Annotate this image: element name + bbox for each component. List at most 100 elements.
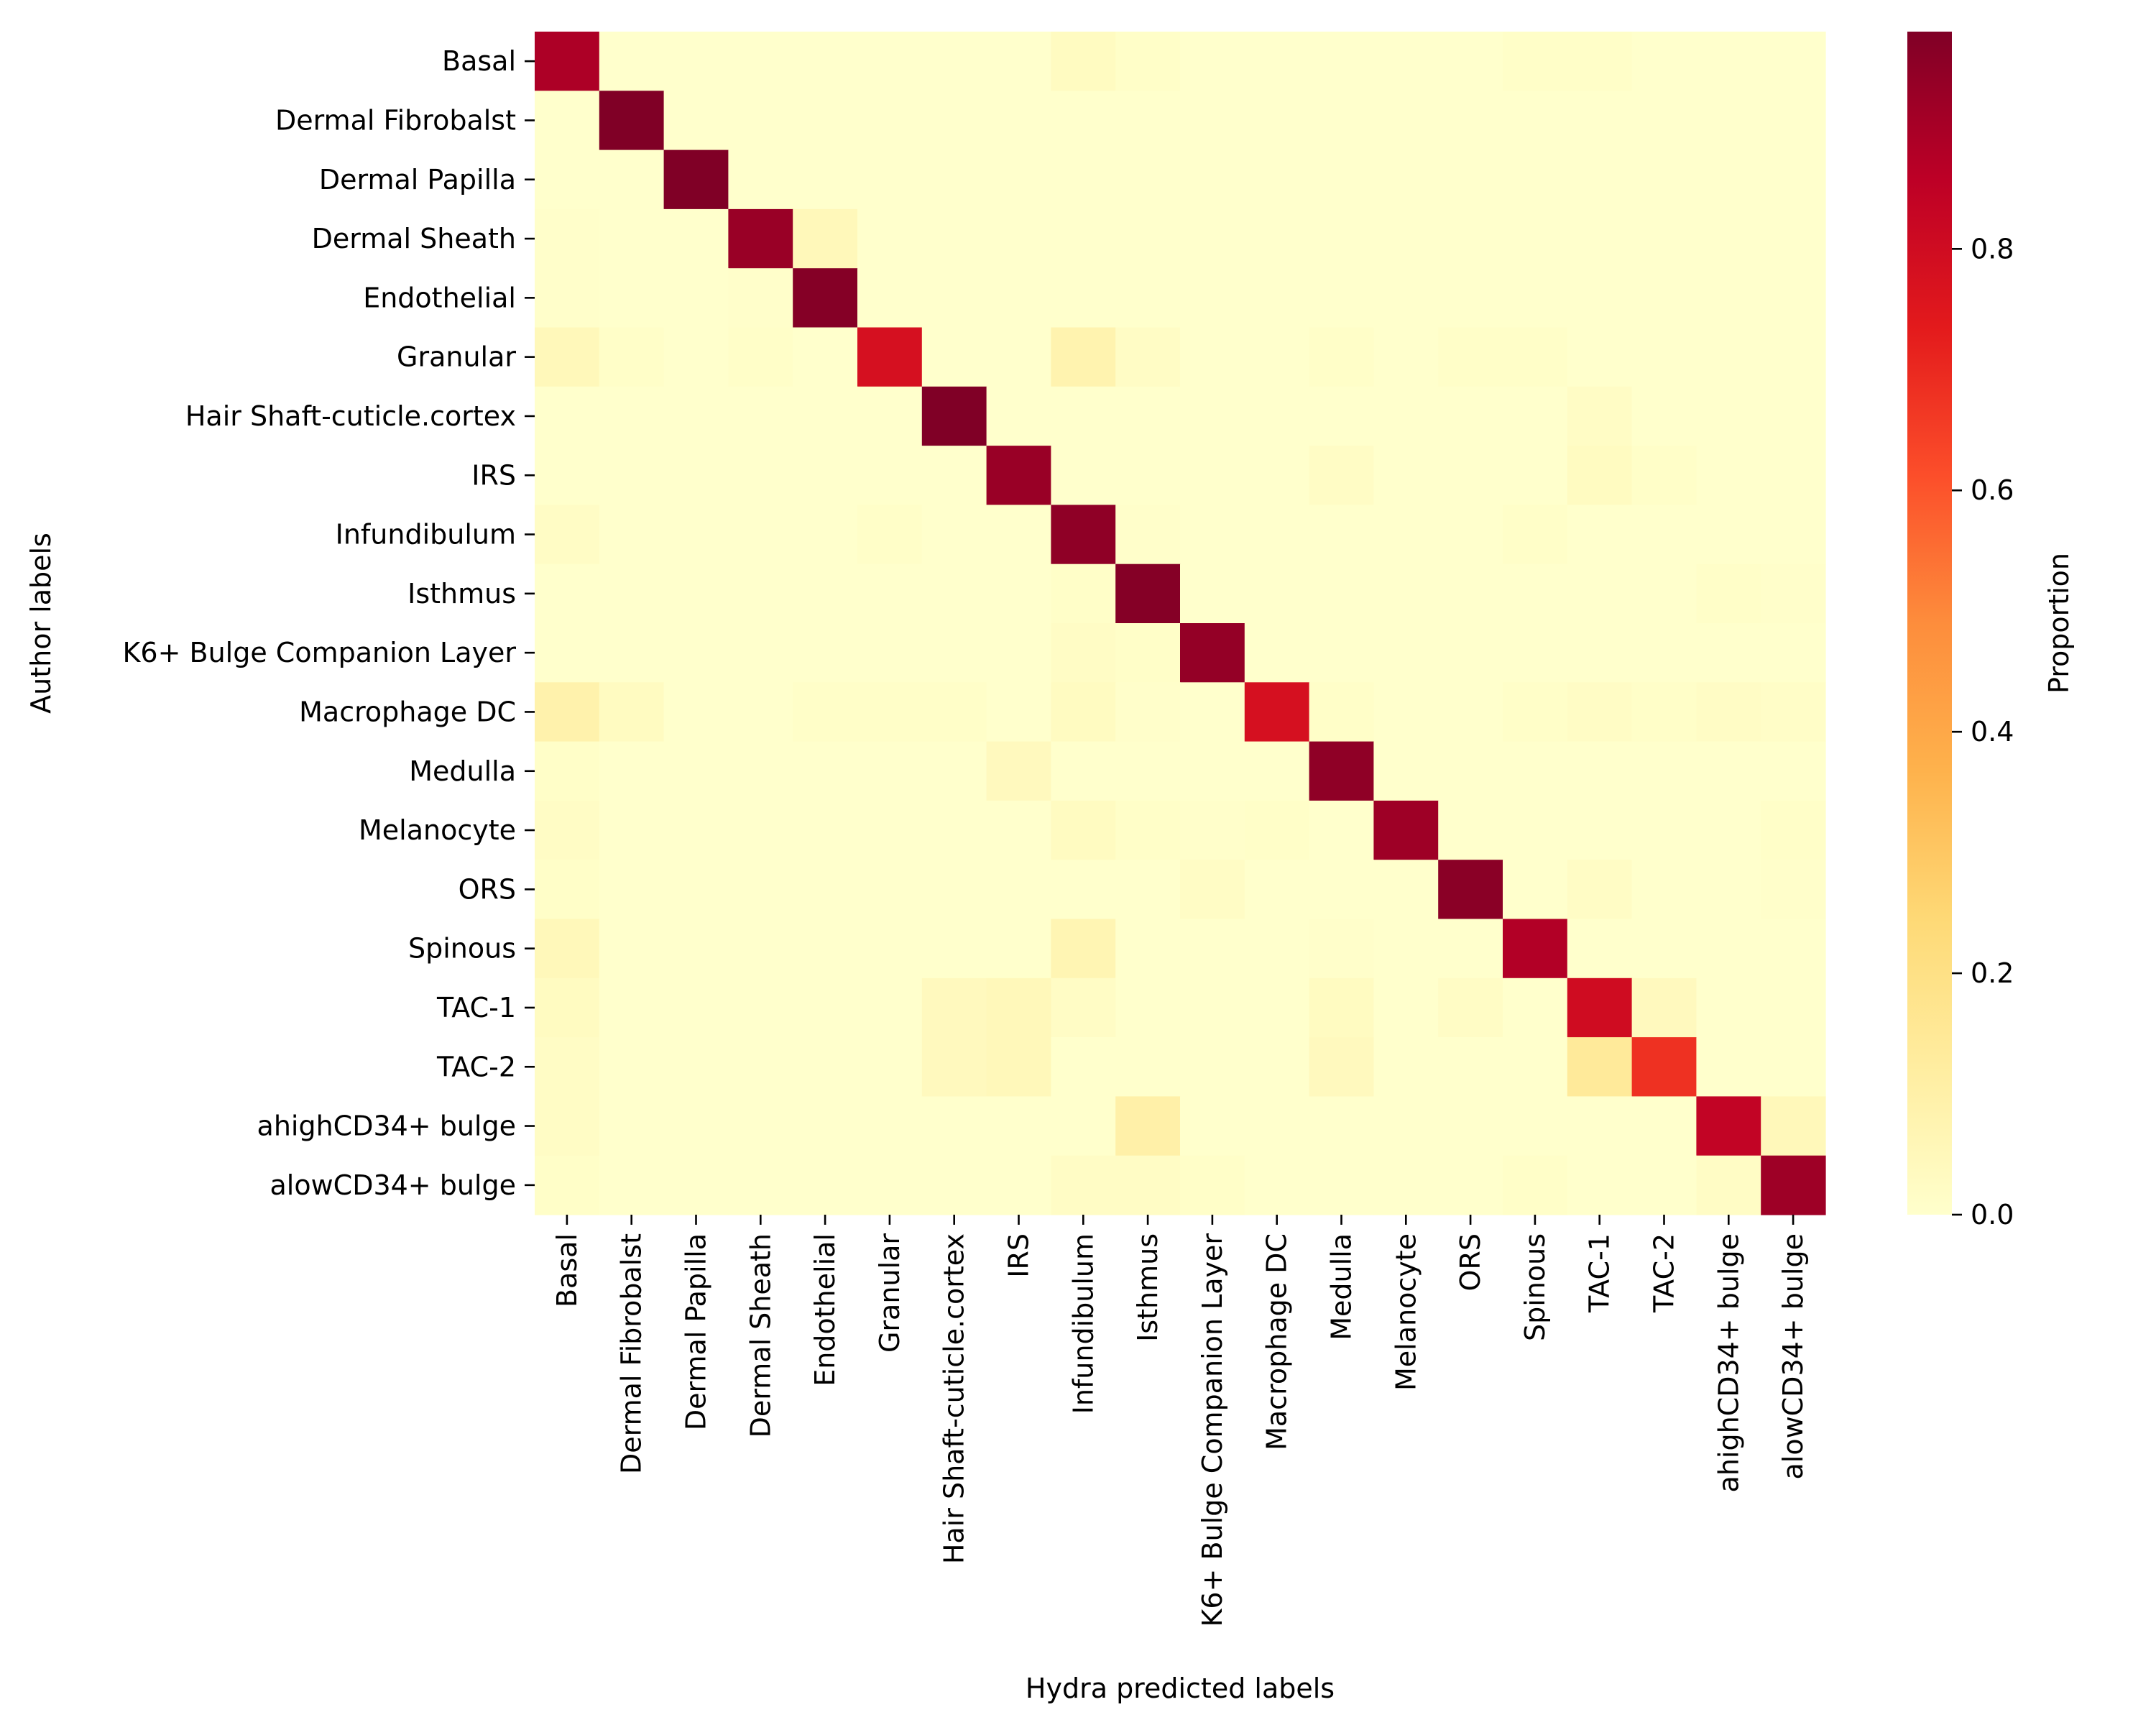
heatmap-cell [1438, 741, 1503, 801]
heatmap-cell [535, 327, 600, 387]
heatmap-cell [1696, 446, 1761, 505]
heatmap-cell [1180, 446, 1245, 505]
heatmap-cell [1051, 505, 1116, 565]
heatmap-cell [1373, 860, 1439, 920]
heatmap-cell [986, 860, 1051, 920]
heatmap-cell [1051, 682, 1116, 742]
colorbar-title: Proportion [2043, 553, 2075, 694]
heatmap-cell [663, 919, 729, 979]
heatmap-cell [1309, 682, 1374, 742]
y-tick-label-irs: IRS [471, 459, 516, 491]
heatmap-cell [1503, 268, 1568, 328]
heatmap-cell [1503, 1096, 1568, 1156]
heatmap-cell [1373, 505, 1439, 565]
heatmap-cell [986, 1096, 1051, 1156]
heatmap-cell [535, 741, 600, 801]
heatmap-cell [1180, 1037, 1245, 1097]
heatmap-cell [921, 860, 987, 920]
heatmap-cell [1115, 860, 1181, 920]
heatmap-cell [728, 800, 793, 860]
heatmap-cell [535, 919, 600, 979]
heatmap-cell [1631, 150, 1697, 210]
heatmap-cell [663, 978, 729, 1038]
x-tick-label-infundibulum: Infundibulum [1067, 1233, 1099, 1414]
heatmap-cell [599, 1037, 665, 1097]
heatmap-cell [1631, 32, 1697, 91]
heatmap-cell [1051, 32, 1116, 91]
heatmap-cell [535, 800, 600, 860]
heatmap-cell [986, 1155, 1051, 1215]
y-tick-label-infundibulum: Infundibulum [336, 519, 516, 551]
y-tick-label-tac-2: TAC-2 [436, 1051, 516, 1082]
y-tick-label-ahighcd34-bulge: ahighCD34+ bulge [257, 1110, 516, 1142]
heatmap-cell [1438, 32, 1503, 91]
heatmap-cell [793, 327, 858, 387]
heatmap-cell [663, 91, 729, 151]
heatmap-cell [663, 268, 729, 328]
colorbar-tick-label: 0.2 [1971, 957, 2014, 989]
heatmap-cell [535, 1037, 600, 1097]
heatmap-cell [535, 682, 600, 742]
heatmap-cell [1696, 623, 1761, 683]
heatmap-cell [1244, 741, 1310, 801]
heatmap-cell [857, 919, 923, 979]
heatmap-cell [1180, 682, 1245, 742]
heatmap-cell [1373, 1037, 1439, 1097]
heatmap-cell [1115, 268, 1181, 328]
heatmap-cell [986, 741, 1051, 801]
heatmap-cell [921, 623, 987, 683]
heatmap-cell [1309, 800, 1374, 860]
heatmap-cell [1115, 1037, 1181, 1097]
heatmap-cell [1761, 1096, 1826, 1156]
heatmap-cell [1438, 386, 1503, 446]
y-tick-label-endothelial: Endothelial [363, 282, 516, 313]
heatmap-cell [1438, 1155, 1503, 1215]
heatmap-cell [1438, 919, 1503, 979]
heatmap-cell [1051, 1037, 1116, 1097]
heatmap-cell [1180, 1155, 1245, 1215]
heatmap-cell [1309, 1155, 1374, 1215]
heatmap-cell [728, 268, 793, 328]
x-axis-title: Hydra predicted labels [1026, 1673, 1335, 1704]
heatmap-cell [1373, 919, 1439, 979]
heatmap-cell [1309, 1037, 1374, 1097]
heatmap-cell [1309, 32, 1374, 91]
heatmap-cell [663, 386, 729, 446]
heatmap-cell [1438, 860, 1503, 920]
heatmap-cell [921, 91, 987, 151]
heatmap-cell [1180, 623, 1245, 683]
heatmap-cell [1244, 1155, 1310, 1215]
y-axis-tick-labels: Basal Dermal Fibrobalst Dermal Papilla Derm… [122, 45, 535, 1201]
heatmap-cell [921, 1037, 987, 1097]
heatmap-cell [1696, 978, 1761, 1038]
heatmap-cell [1309, 91, 1374, 151]
heatmap-cell [1696, 564, 1761, 624]
heatmap-cell [1051, 741, 1116, 801]
heatmap-cell [921, 268, 987, 328]
heatmap-cell [728, 564, 793, 624]
heatmap-cell [1180, 800, 1245, 860]
heatmap-cell [1051, 1096, 1116, 1156]
heatmap-cell [1438, 446, 1503, 505]
heatmap-cell [793, 446, 858, 505]
y-tick-label-dermal-fibrobalst: Dermal Fibrobalst [275, 104, 516, 136]
heatmap-cell [1373, 327, 1439, 387]
heatmap-cell [728, 386, 793, 446]
heatmap-cell [1373, 800, 1439, 860]
y-tick-label-ors: ORS [459, 873, 516, 905]
heatmap-cell [1180, 386, 1245, 446]
heatmap-cell [1761, 386, 1826, 446]
heatmap-cell [921, 150, 987, 210]
x-tick-label-tac-1: TAC-1 [1584, 1233, 1616, 1313]
heatmap-cell [857, 327, 923, 387]
heatmap-cell [1115, 505, 1181, 565]
heatmap-cell [1115, 208, 1181, 269]
heatmap-cell [857, 446, 923, 505]
heatmap-cell [663, 741, 729, 801]
heatmap-cell [1244, 327, 1310, 387]
heatmap-cell [1051, 386, 1116, 446]
heatmap-cell [1180, 505, 1245, 565]
heatmap-cell [1631, 505, 1697, 565]
heatmap-cell [1244, 978, 1310, 1038]
heatmap-cell [1438, 800, 1503, 860]
